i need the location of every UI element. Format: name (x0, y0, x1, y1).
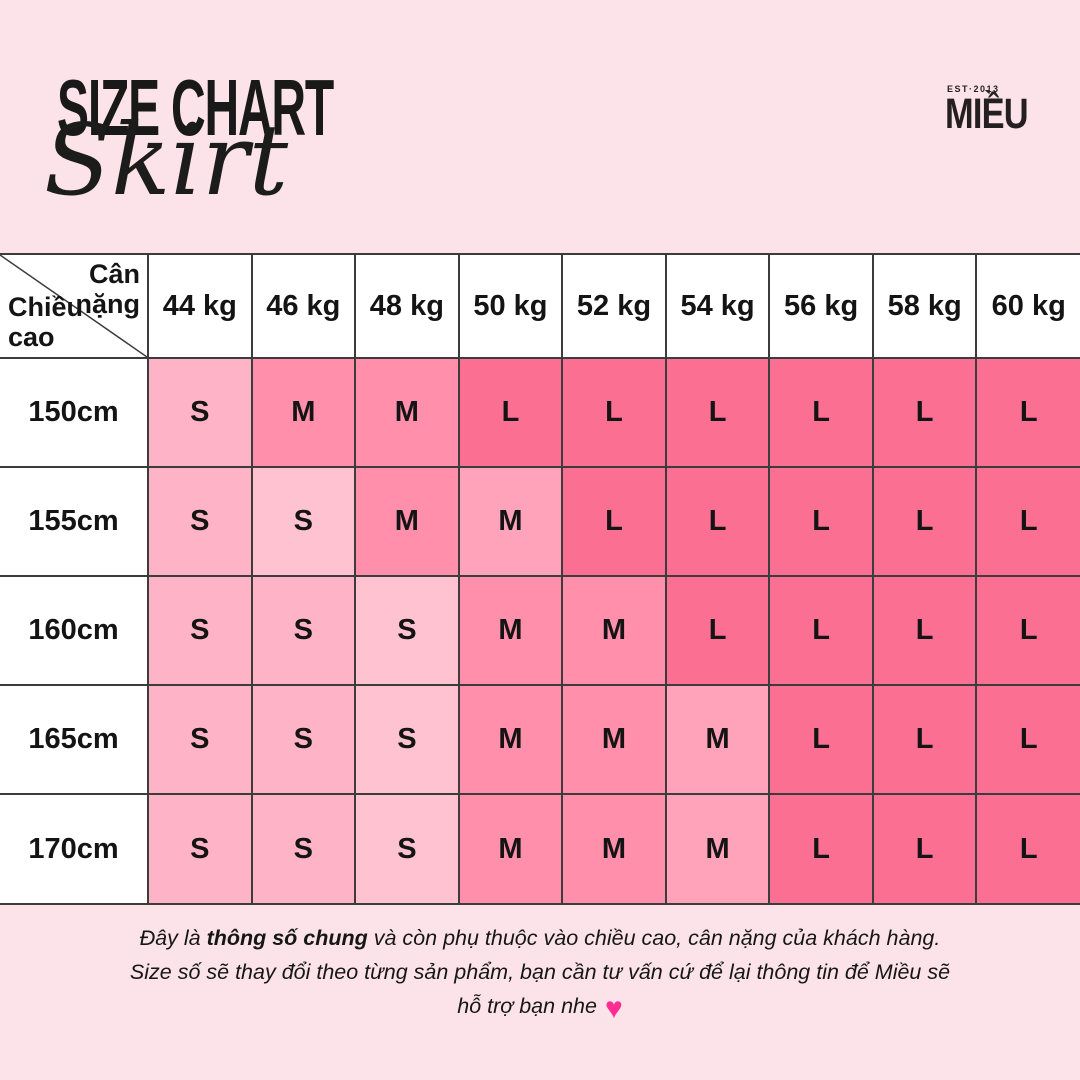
corner-weight-label: Cân nặng (75, 259, 141, 320)
size-cell-150cm-44kg: S (148, 358, 252, 467)
logo-est-text: EST·2013 (947, 84, 1000, 94)
size-cell-165cm-44kg: S (148, 685, 252, 794)
size-cell-165cm-56kg: L (769, 685, 873, 794)
footer-line3: hỗ trợ bạn nhe ♥ (0, 989, 1080, 1025)
heart-icon: ♥ (604, 992, 623, 1025)
size-cell-165cm-48kg: S (355, 685, 459, 794)
size-cell-160cm-46kg: S (251, 576, 356, 685)
brand-logo: EST·2013 MIỀU (945, 84, 1055, 135)
size-cell-160cm-44kg: S (148, 576, 252, 685)
weight-header-54kg: 54 kg (665, 255, 770, 358)
size-cell-160cm-48kg: S (355, 576, 459, 685)
size-cell-150cm-56kg: L (769, 358, 873, 467)
size-table: Cân nặng Chiều cao 44 kg 46 kg 48 kg 50 kg 5… (0, 253, 1080, 905)
size-cell-155cm-46kg: S (251, 467, 356, 576)
size-cell-165cm-60kg: L (976, 685, 1080, 794)
corner-cell: Cân nặng Chiều cao (0, 255, 148, 358)
size-cell-155cm-58kg: L (872, 467, 977, 576)
size-cell-165cm-46kg: S (251, 685, 356, 794)
footer-line2: Size số sẽ thay đổi theo từng sản phẩm, … (129, 960, 951, 984)
footer-line1-bold: thông số chung (206, 926, 368, 950)
size-cell-150cm-50kg: L (458, 358, 563, 467)
weight-header-48kg: 48 kg (355, 255, 459, 358)
height-label-155cm: 155cm (0, 467, 148, 576)
height-label-170cm: 170cm (0, 794, 148, 903)
weight-header-56kg: 56 kg (769, 255, 873, 358)
size-cell-160cm-52kg: M (562, 576, 666, 685)
page-title: SIZE CHART (57, 63, 334, 152)
size-cell-155cm-48kg: M (355, 467, 459, 576)
size-cell-150cm-46kg: M (251, 358, 356, 467)
size-cell-155cm-60kg: L (976, 467, 1080, 576)
size-cell-155cm-44kg: S (148, 467, 252, 576)
size-cell-160cm-58kg: L (872, 576, 977, 685)
footer-line1-prefix: Đây là (139, 926, 207, 950)
size-cell-170cm-52kg: M (562, 794, 666, 903)
diagonal-line (0, 255, 147, 357)
size-cell-170cm-44kg: S (148, 794, 252, 903)
size-cell-160cm-56kg: L (769, 576, 873, 685)
weight-header-60kg: 60 kg (976, 255, 1080, 358)
size-cell-170cm-60kg: L (976, 794, 1080, 903)
size-cell-155cm-56kg: L (769, 467, 873, 576)
weight-header-58kg: 58 kg (872, 255, 977, 358)
size-cell-165cm-50kg: M (458, 685, 563, 794)
weight-header-52kg: 52 kg (562, 255, 666, 358)
corner-height-label: Chiều cao (8, 291, 84, 352)
size-cell-170cm-46kg: S (251, 794, 356, 903)
size-cell-170cm-48kg: S (355, 794, 459, 903)
size-cell-155cm-52kg: L (562, 467, 666, 576)
size-cell-155cm-54kg: L (665, 467, 770, 576)
footer-line3-text: hỗ trợ bạn nhe (457, 994, 597, 1018)
footer-note: Đây là thông số chung và còn phụ thuộc v… (0, 921, 1080, 1025)
height-label-165cm: 165cm (0, 685, 148, 794)
size-cell-170cm-54kg: M (665, 794, 770, 903)
size-cell-165cm-52kg: M (562, 685, 666, 794)
size-cell-150cm-52kg: L (562, 358, 666, 467)
size-cell-170cm-56kg: L (769, 794, 873, 903)
size-cell-170cm-58kg: L (872, 794, 977, 903)
size-cell-150cm-60kg: L (976, 358, 1080, 467)
size-cell-165cm-54kg: M (665, 685, 770, 794)
size-cell-160cm-50kg: M (458, 576, 563, 685)
size-cell-160cm-60kg: L (976, 576, 1080, 685)
height-label-150cm: 150cm (0, 358, 148, 467)
size-cell-170cm-50kg: M (458, 794, 563, 903)
size-cell-150cm-58kg: L (872, 358, 977, 467)
weight-header-44kg: 44 kg (148, 255, 252, 358)
footer-line1: Đây là thông số chung và còn phụ thuộc v… (0, 921, 1080, 955)
logo-brand-name: MIỀU (945, 90, 1029, 138)
page-subtitle: Skirt (44, 104, 289, 218)
size-cell-150cm-54kg: L (665, 358, 770, 467)
size-cell-160cm-54kg: L (665, 576, 770, 685)
size-cell-155cm-50kg: M (458, 467, 563, 576)
size-cell-165cm-58kg: L (872, 685, 977, 794)
footer-line1-suffix: và còn phụ thuộc vào chiều cao, cân nặng… (367, 926, 941, 950)
weight-header-46kg: 46 kg (251, 255, 356, 358)
size-cell-150cm-48kg: M (355, 358, 459, 467)
weight-header-50kg: 50 kg (458, 255, 563, 358)
height-label-160cm: 160cm (0, 576, 148, 685)
